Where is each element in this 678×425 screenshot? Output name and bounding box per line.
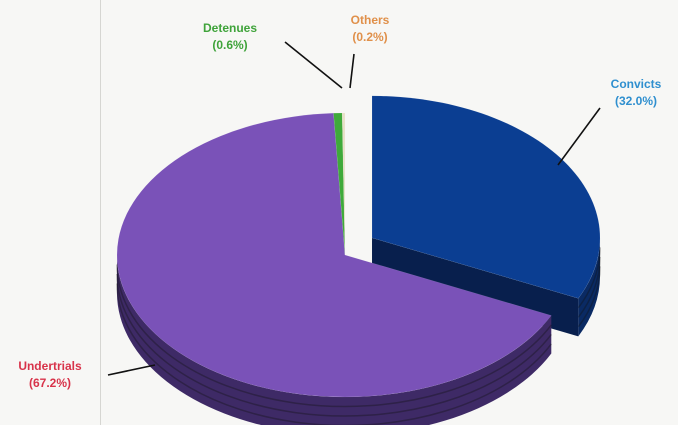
slice-label-convicts: Convicts (611, 77, 662, 91)
leader-line-undertrials (107, 364, 156, 376)
slice-side-stripe-undertrials (116, 273, 552, 417)
slice-detenues (333, 112, 346, 256)
slice-side-stripe-convicts (577, 266, 601, 328)
slice-percent-convicts: (32.0%) (615, 94, 657, 108)
slice-side-undertrials (117, 255, 552, 425)
slice-convicts (371, 95, 601, 299)
slice-side-stripe-convicts (577, 247, 601, 309)
slice-label-others: Others (351, 13, 390, 27)
slice-side-stripe-undertrials (116, 264, 552, 408)
divider-line (100, 0, 101, 425)
slice-label-undertrials: Undertrials (18, 359, 82, 373)
slice-percent-others: (0.2%) (352, 30, 387, 44)
leader-line-detenues (284, 41, 343, 89)
slice-undertrials (116, 112, 552, 398)
slice-label-detenues: Detenues (203, 21, 257, 35)
slice-others (341, 112, 346, 256)
leader-line-convicts (557, 107, 601, 166)
slice-side-convicts (578, 237, 601, 337)
slice-side-stripe-convicts (577, 256, 601, 318)
slice-percent-detenues: (0.6%) (212, 38, 247, 52)
leader-line-others (349, 53, 355, 89)
slice-side-stripe-undertrials (116, 283, 552, 425)
slice-percent-undertrials: (67.2%) (29, 376, 71, 390)
